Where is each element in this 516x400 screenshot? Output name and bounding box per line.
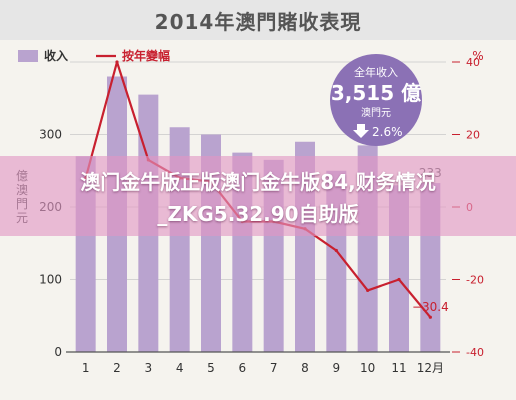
y2-tick-label: -40: [466, 346, 484, 359]
line-point-9: [334, 248, 338, 253]
summary-amount: 3,515 億: [331, 81, 421, 105]
summary-change: 2.6%: [372, 125, 403, 139]
summary-heading: 全年收入: [354, 65, 398, 79]
legend-line-label: 按年變幅: [122, 48, 170, 63]
x-tick-label: 7: [270, 361, 278, 375]
x-tick-label: 2: [113, 361, 121, 375]
x-tick-label: 1: [82, 361, 90, 375]
data-label-0: −30.4: [412, 300, 449, 314]
y2-tick-label: 20: [466, 129, 480, 142]
y2-axis-label: %: [472, 49, 483, 63]
summary-unit: 澳門元: [361, 106, 391, 119]
x-tick-label: 9: [333, 361, 341, 375]
x-tick-label: 8: [301, 361, 309, 375]
line-point-10: [366, 288, 370, 292]
y2-tick-label: -20: [466, 274, 484, 287]
line-point-2: [115, 60, 119, 64]
y-tick-label: 100: [39, 273, 62, 287]
chart-header: 2014年澳門賭收表現: [0, 0, 516, 40]
chart-title: 2014年澳門賭收表現: [154, 9, 362, 34]
down-arrow-icon: [353, 124, 369, 138]
line-point-11: [397, 277, 401, 282]
x-tick-label: 3: [145, 361, 153, 375]
x-tick-label: 11: [391, 361, 406, 375]
x-tick-label: 12月: [417, 361, 444, 375]
legend-bar-swatch: [18, 50, 38, 62]
line-point-12月: [428, 315, 432, 319]
x-tick-label: 5: [207, 361, 215, 375]
y-tick-label: 0: [54, 345, 62, 359]
summary-circle: [330, 54, 422, 146]
banner-text-line1: 澳门金牛版正版澳门金牛版84,财务情况: [80, 170, 436, 194]
x-tick-label: 10: [360, 361, 375, 375]
legend-bar-label: 收入: [44, 48, 68, 63]
x-tick-label: 6: [239, 361, 247, 375]
y-tick-label: 300: [39, 128, 62, 142]
x-tick-label: 4: [176, 361, 184, 375]
y2-tick-label: 40: [466, 56, 480, 69]
overlay-banner: 澳门金牛版正版澳门金牛版84,财务情况 _ZKG5.32.90自助版: [0, 156, 516, 236]
banner-text-line2: _ZKG5.32.90自助版: [157, 202, 359, 226]
